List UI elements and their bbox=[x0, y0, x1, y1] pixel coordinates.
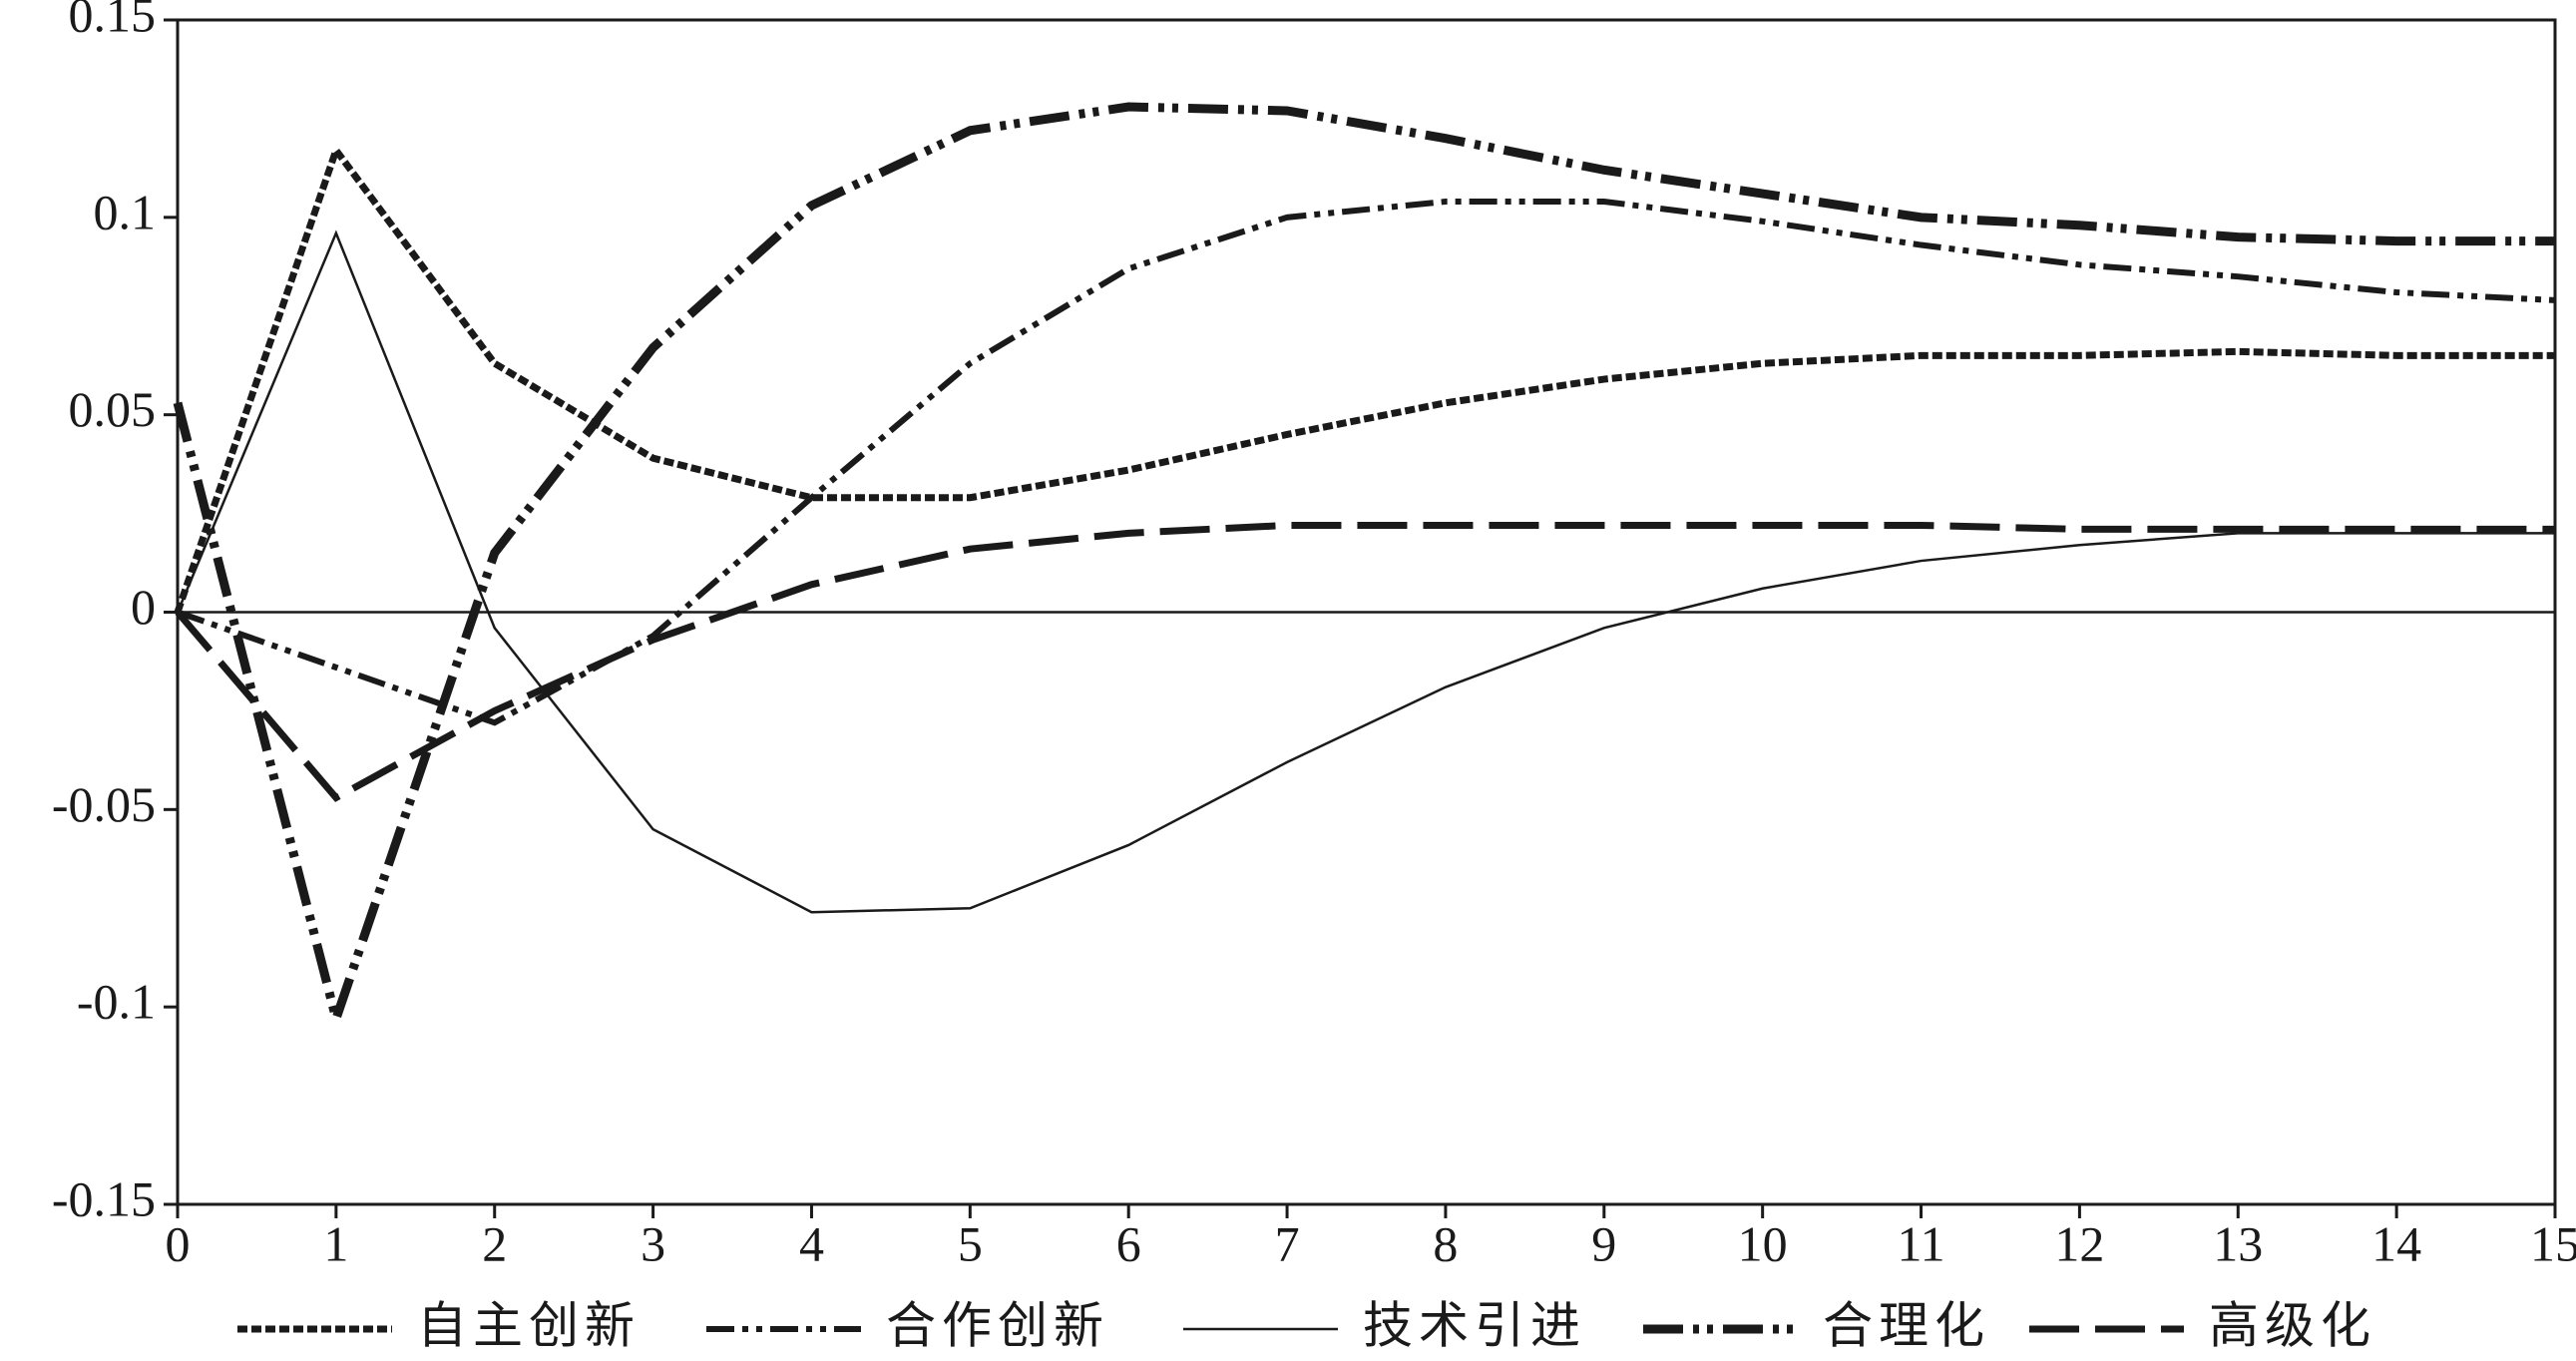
y-tick-label: -0.05 bbox=[52, 776, 156, 832]
x-tick-label: 7 bbox=[1275, 1215, 1300, 1271]
y-tick-label: 0.05 bbox=[69, 381, 157, 437]
y-tick-label: -0.15 bbox=[52, 1170, 156, 1226]
x-tick-label: 11 bbox=[1897, 1215, 1944, 1271]
y-tick-label: 0 bbox=[131, 579, 156, 635]
legend-label: 自主创新 bbox=[417, 1297, 641, 1355]
x-tick-label: 6 bbox=[1116, 1215, 1141, 1271]
x-tick-label: 0 bbox=[166, 1215, 191, 1271]
x-tick-label: 8 bbox=[1433, 1215, 1458, 1271]
legend-label: 合理化 bbox=[1823, 1297, 1990, 1355]
x-tick-label: 9 bbox=[1591, 1215, 1616, 1271]
y-tick-label: -0.1 bbox=[77, 974, 156, 1030]
y-tick-label: 0.1 bbox=[94, 184, 157, 239]
series-line bbox=[173, 102, 2555, 1035]
legend-label: 高级化 bbox=[2209, 1297, 2376, 1355]
x-tick-label: 13 bbox=[2213, 1215, 2263, 1271]
x-tick-label: 4 bbox=[799, 1215, 824, 1271]
x-tick-label: 5 bbox=[958, 1215, 983, 1271]
series-line bbox=[176, 229, 2555, 914]
x-tick-label: 3 bbox=[641, 1215, 665, 1271]
x-tick-label: 1 bbox=[323, 1215, 348, 1271]
series-line bbox=[174, 143, 2555, 614]
legend-label: 合作创新 bbox=[886, 1297, 1109, 1355]
x-tick-label: 15 bbox=[2530, 1215, 2576, 1271]
y-tick-label: 0.15 bbox=[69, 0, 157, 42]
x-tick-label: 12 bbox=[2054, 1215, 2104, 1271]
series-line bbox=[177, 199, 2556, 726]
legend-label: 技术引进 bbox=[1363, 1297, 1586, 1355]
series-line bbox=[175, 521, 2555, 802]
x-tick-label: 14 bbox=[2371, 1215, 2421, 1271]
x-tick-label: 10 bbox=[1738, 1215, 1788, 1271]
x-tick-label: 2 bbox=[482, 1215, 507, 1271]
